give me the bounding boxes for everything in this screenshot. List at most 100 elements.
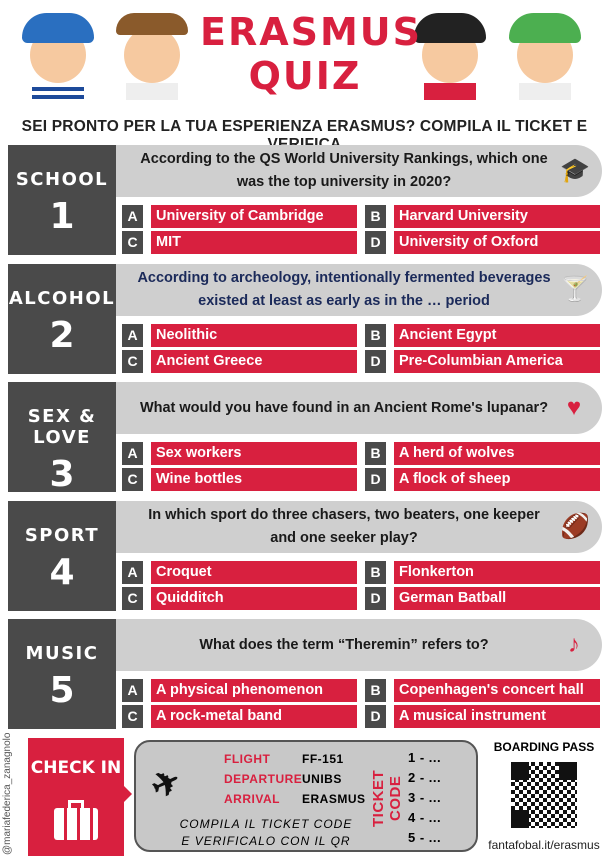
answer-letter: C [122, 349, 143, 373]
answer-letter: A [122, 323, 143, 347]
answer-text: Quidditch [151, 586, 357, 610]
answer-letter: B [365, 679, 386, 702]
answer-option[interactable]: B Ancient Egypt [365, 323, 600, 347]
heart-icon: ♥ [566, 394, 582, 421]
ticket-code-entry[interactable]: 2 - ... [408, 770, 442, 785]
quiz-section: ALCOHOL 2 According to archeology, intent… [8, 263, 602, 374]
suitcase-icon [54, 800, 98, 840]
quiz-section: SCHOOL 1 According to the QS World Univer… [8, 145, 602, 255]
category-block: MUSIC 5 [8, 619, 124, 729]
ticket-code-entry[interactable]: 1 - ... [408, 750, 442, 765]
answer-option[interactable]: A Neolithic [122, 323, 357, 347]
question-band: What would you have found in an Ancient … [116, 382, 602, 434]
arrival-label: ARRIVAL [224, 792, 280, 806]
answer-option[interactable]: A A physical phenomenon [122, 679, 357, 702]
answer-option[interactable]: D Pre-Columbian America [365, 349, 600, 373]
answer-letter: B [365, 205, 386, 228]
character-illustration [410, 5, 490, 100]
departure-value: UNIBS [302, 772, 342, 786]
airplane-icon: ✈ [145, 760, 188, 808]
answer-text: Sex workers [151, 442, 357, 465]
answer-text: Pre-Columbian America [394, 349, 600, 373]
answer-text: A physical phenomenon [151, 679, 357, 702]
ticket: ✈ FLIGHT FF-151 DEPARTURE UNIBS ARRIVAL … [134, 740, 478, 852]
question-band: According to archeology, intentionally f… [116, 263, 602, 316]
category-block: SPORT 4 [8, 500, 124, 611]
category-name: SCHOOL [15, 169, 109, 190]
answer-letter: C [122, 586, 143, 610]
author-credit: @mariafederica_zanagnolo [2, 732, 13, 855]
category-block: SCHOOL 1 [8, 145, 124, 255]
question-band: In which sport do three chasers, two bea… [116, 500, 602, 553]
answer-option[interactable]: B A herd of wolves [365, 442, 600, 465]
departure-label: DEPARTURE [224, 772, 303, 786]
answer-option[interactable]: A Sex workers [122, 442, 357, 465]
question-text: What would you have found in an Ancient … [139, 399, 549, 416]
ticket-code-label: TICKET CODE [370, 769, 404, 827]
music-note-icon: ♪ [568, 631, 580, 658]
category-name: ALCOHOL [8, 287, 116, 309]
question-number: 2 [49, 314, 75, 356]
category-block: ALCOHOL 2 [8, 263, 124, 374]
answer-letter: D [365, 349, 386, 373]
answer-text: Wine bottles [151, 468, 357, 491]
question-number: 5 [49, 670, 75, 711]
answer-option[interactable]: D A flock of sheep [365, 468, 600, 491]
boarding-pass-title: BOARDING PASS [493, 740, 595, 754]
answer-letter: D [365, 705, 386, 728]
answer-text: Harvard University [394, 205, 600, 228]
url-link[interactable]: fantafobal.it/erasmus [488, 838, 600, 852]
qr-code[interactable] [511, 762, 577, 828]
answer-text: University of Oxford [394, 231, 600, 254]
cocktail-icon: 🍸 [560, 275, 590, 303]
character-illustration [18, 5, 98, 100]
answer-letter: C [122, 231, 143, 254]
answer-option[interactable]: C Ancient Greece [122, 349, 357, 373]
ticket-code-entry[interactable]: 5 - ... [408, 830, 442, 845]
answer-option[interactable]: C Wine bottles [122, 468, 357, 491]
ticket-code-entry[interactable]: 4 - ... [408, 810, 442, 825]
question-text: In which sport do three chasers, two bea… [148, 506, 540, 546]
answer-letter: C [122, 468, 143, 491]
answer-letter: A [122, 560, 143, 584]
answer-text: A flock of sheep [394, 468, 600, 491]
answer-option[interactable]: A University of Cambridge [122, 205, 357, 228]
answer-option[interactable]: B Copenhagen's concert hall [365, 679, 600, 702]
question-text: According to the QS World University Ran… [140, 151, 548, 190]
question-band: What does the term “Theremin” refers to?… [116, 619, 602, 671]
answer-option[interactable]: B Flonkerton [365, 560, 600, 584]
category-name: SPORT [24, 524, 100, 546]
answer-letter: B [365, 323, 386, 347]
ticket-code-entry[interactable]: 3 - ... [408, 790, 442, 805]
quiz-section: SEX & LOVE 3 What would you have found in… [8, 382, 602, 495]
answer-letter: B [365, 560, 386, 584]
answer-option[interactable]: B Harvard University [365, 205, 600, 228]
quiz-section: MUSIC 5 What does the term “Theremin” ref… [8, 619, 602, 729]
answer-text: Flonkerton [394, 560, 600, 584]
category-block: SEX & LOVE 3 [8, 382, 124, 495]
question-band: According to the QS World University Ran… [116, 145, 602, 197]
boarding-pass: BOARDING PASS fantafobal.it/erasmus [484, 740, 604, 852]
answer-letter: A [122, 442, 143, 465]
answer-option[interactable]: D German Batball [365, 586, 600, 610]
answer-text: MIT [151, 231, 357, 254]
answer-text: A herd of wolves [394, 442, 600, 465]
graduation-cap-icon: 🎓 [560, 157, 590, 184]
answer-letter: A [122, 205, 143, 228]
check-in-block: CHECK IN [28, 738, 132, 856]
answer-option[interactable]: D A musical instrument [365, 705, 600, 728]
answer-option[interactable]: A Croquet [122, 560, 357, 584]
flight-value: FF-151 [302, 752, 344, 766]
answer-option[interactable]: D University of Oxford [365, 231, 600, 254]
answer-text: Copenhagen's concert hall [394, 679, 600, 702]
instructions: COMPILA IL TICKET CODE E VERIFICALO CON I… [179, 817, 353, 848]
answer-option[interactable]: C Quidditch [122, 586, 357, 610]
answer-option[interactable]: C MIT [122, 231, 357, 254]
answer-option[interactable]: C A rock-metal band [122, 705, 357, 728]
quiz-section: SPORT 4 In which sport do three chasers, … [8, 500, 602, 611]
flight-label: FLIGHT [224, 752, 271, 766]
answer-letter: C [122, 705, 143, 728]
answer-letter: D [365, 231, 386, 254]
category-name: MUSIC [25, 643, 99, 664]
quiz-title: ERASMUS QUIZ [200, 10, 423, 98]
